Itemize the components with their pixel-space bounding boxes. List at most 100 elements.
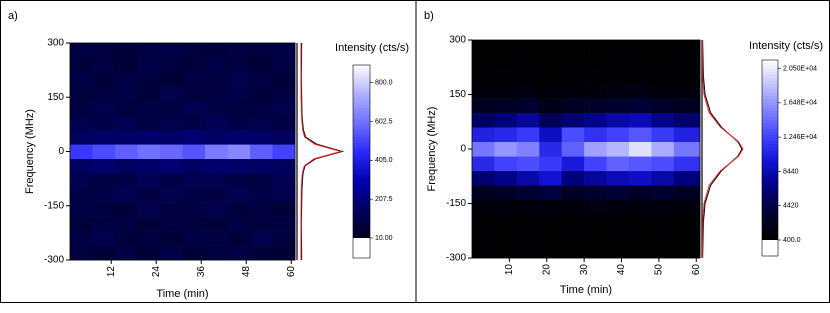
colorbar-slice	[762, 69, 778, 73]
colorbar-slice	[353, 160, 370, 164]
heatmap-cell	[70, 187, 93, 203]
heatmap-cell	[137, 144, 161, 160]
y-tick-label: 300	[47, 38, 64, 49]
colorbar-slice	[353, 125, 370, 129]
profile-line	[701, 39, 744, 259]
heatmap-cell	[70, 86, 93, 102]
heatmap-cell	[182, 231, 206, 246]
colorbar-frame	[352, 64, 371, 259]
heatmap-cell	[472, 98, 495, 113]
heatmap-cell	[160, 100, 183, 116]
heatmap-cell	[137, 245, 161, 261]
colorbar-slice	[353, 235, 370, 239]
heatmap-cell	[673, 170, 701, 186]
colorbar-slice	[762, 72, 778, 76]
heatmap-cell	[250, 100, 273, 116]
heatmap-cell	[494, 40, 518, 55]
heatmap-cell	[606, 199, 630, 215]
heatmap-cell	[250, 71, 273, 87]
heatmap-cell	[651, 141, 675, 157]
heatmap-cell	[628, 156, 652, 172]
heatmap-cell	[539, 185, 563, 201]
heatmap-cell	[115, 216, 138, 232]
heatmap-cell	[561, 127, 585, 143]
colorbar-slice	[762, 144, 778, 148]
colorbar-slice	[762, 168, 778, 172]
y-tick-label: 0	[58, 146, 64, 157]
colorbar-slice	[353, 88, 370, 92]
heatmap-cell	[606, 214, 630, 230]
colorbar-slice	[762, 153, 778, 157]
heatmap-cell	[137, 202, 161, 217]
colorbar-slice	[353, 93, 370, 98]
heatmap-cell	[160, 129, 183, 145]
heatmap-cell	[272, 231, 296, 246]
heatmap-cell	[92, 216, 116, 232]
heatmap-cell	[516, 83, 540, 99]
heatmap-cell	[584, 69, 607, 84]
colorbar-slice	[762, 63, 778, 67]
heatmap-cell	[70, 115, 93, 131]
colorbar-slice	[353, 137, 370, 141]
heatmap-cell	[250, 144, 273, 160]
x-tick-label: 60	[286, 266, 297, 278]
y-tick-label: 150	[449, 89, 466, 100]
heatmap-cell	[673, 243, 701, 259]
heatmap-cell	[115, 100, 138, 116]
heatmap-cell	[472, 83, 495, 99]
heatmap-cell	[70, 144, 93, 160]
colorbar-slice	[762, 201, 778, 205]
colorbar-slice	[762, 126, 778, 130]
heatmap-cell	[205, 231, 228, 246]
heatmap-cell	[673, 127, 701, 143]
heatmap-cell	[472, 170, 495, 186]
heatmap-cell	[137, 173, 161, 188]
heatmap-cell	[494, 112, 518, 128]
heatmap-cell	[472, 185, 495, 201]
heatmap-cell	[561, 243, 585, 259]
heatmap-cell	[516, 214, 540, 230]
heatmap-cell	[494, 170, 518, 186]
heatmap-cell	[227, 187, 251, 203]
heatmap-cell	[137, 100, 161, 116]
heatmap-cell	[137, 57, 161, 73]
colorbar-slice	[762, 213, 778, 217]
colorbar-slice	[353, 82, 370, 86]
heatmap-cell	[472, 112, 495, 128]
colorbar-slice	[353, 114, 370, 118]
heatmap-cell	[115, 57, 138, 73]
heatmap-cell	[673, 112, 701, 128]
heatmap-cell	[651, 199, 675, 215]
heatmap-cell	[539, 69, 563, 84]
y-tick-label: -300	[44, 255, 64, 266]
heatmap-cell	[227, 100, 251, 116]
heatmap-cell	[272, 100, 296, 116]
x-tick-label: 48	[241, 266, 252, 278]
heatmap-cell	[160, 144, 183, 160]
heatmap-cell	[472, 156, 495, 172]
heatmap-cell	[272, 115, 296, 131]
colorbar-slice	[762, 174, 778, 178]
heatmap-cell	[539, 228, 563, 244]
colorbar-slice	[762, 210, 778, 214]
heatmap-cell	[673, 228, 701, 244]
heatmap-cell	[539, 170, 563, 186]
heatmap-cell	[160, 202, 183, 217]
heatmap-cell	[182, 57, 206, 73]
colorbar-slice	[762, 234, 778, 238]
colorbar-slice	[762, 150, 778, 154]
heatmap-cell	[160, 158, 183, 174]
heatmap-cell	[628, 170, 652, 186]
heatmap-cell	[70, 71, 93, 87]
heatmap-cell	[606, 185, 630, 201]
colorbar-tick-label: 207.5	[375, 196, 393, 203]
heatmap-cell	[70, 158, 93, 174]
colorbar-slice	[762, 147, 778, 151]
heatmap-cell	[561, 170, 585, 186]
colorbar-slice	[353, 154, 370, 158]
colorbar-slice	[353, 102, 370, 106]
heatmap-cell	[92, 129, 116, 145]
colorbar-slice	[762, 189, 778, 193]
heatmap-cell	[651, 228, 675, 244]
heatmap-cell	[115, 187, 138, 203]
